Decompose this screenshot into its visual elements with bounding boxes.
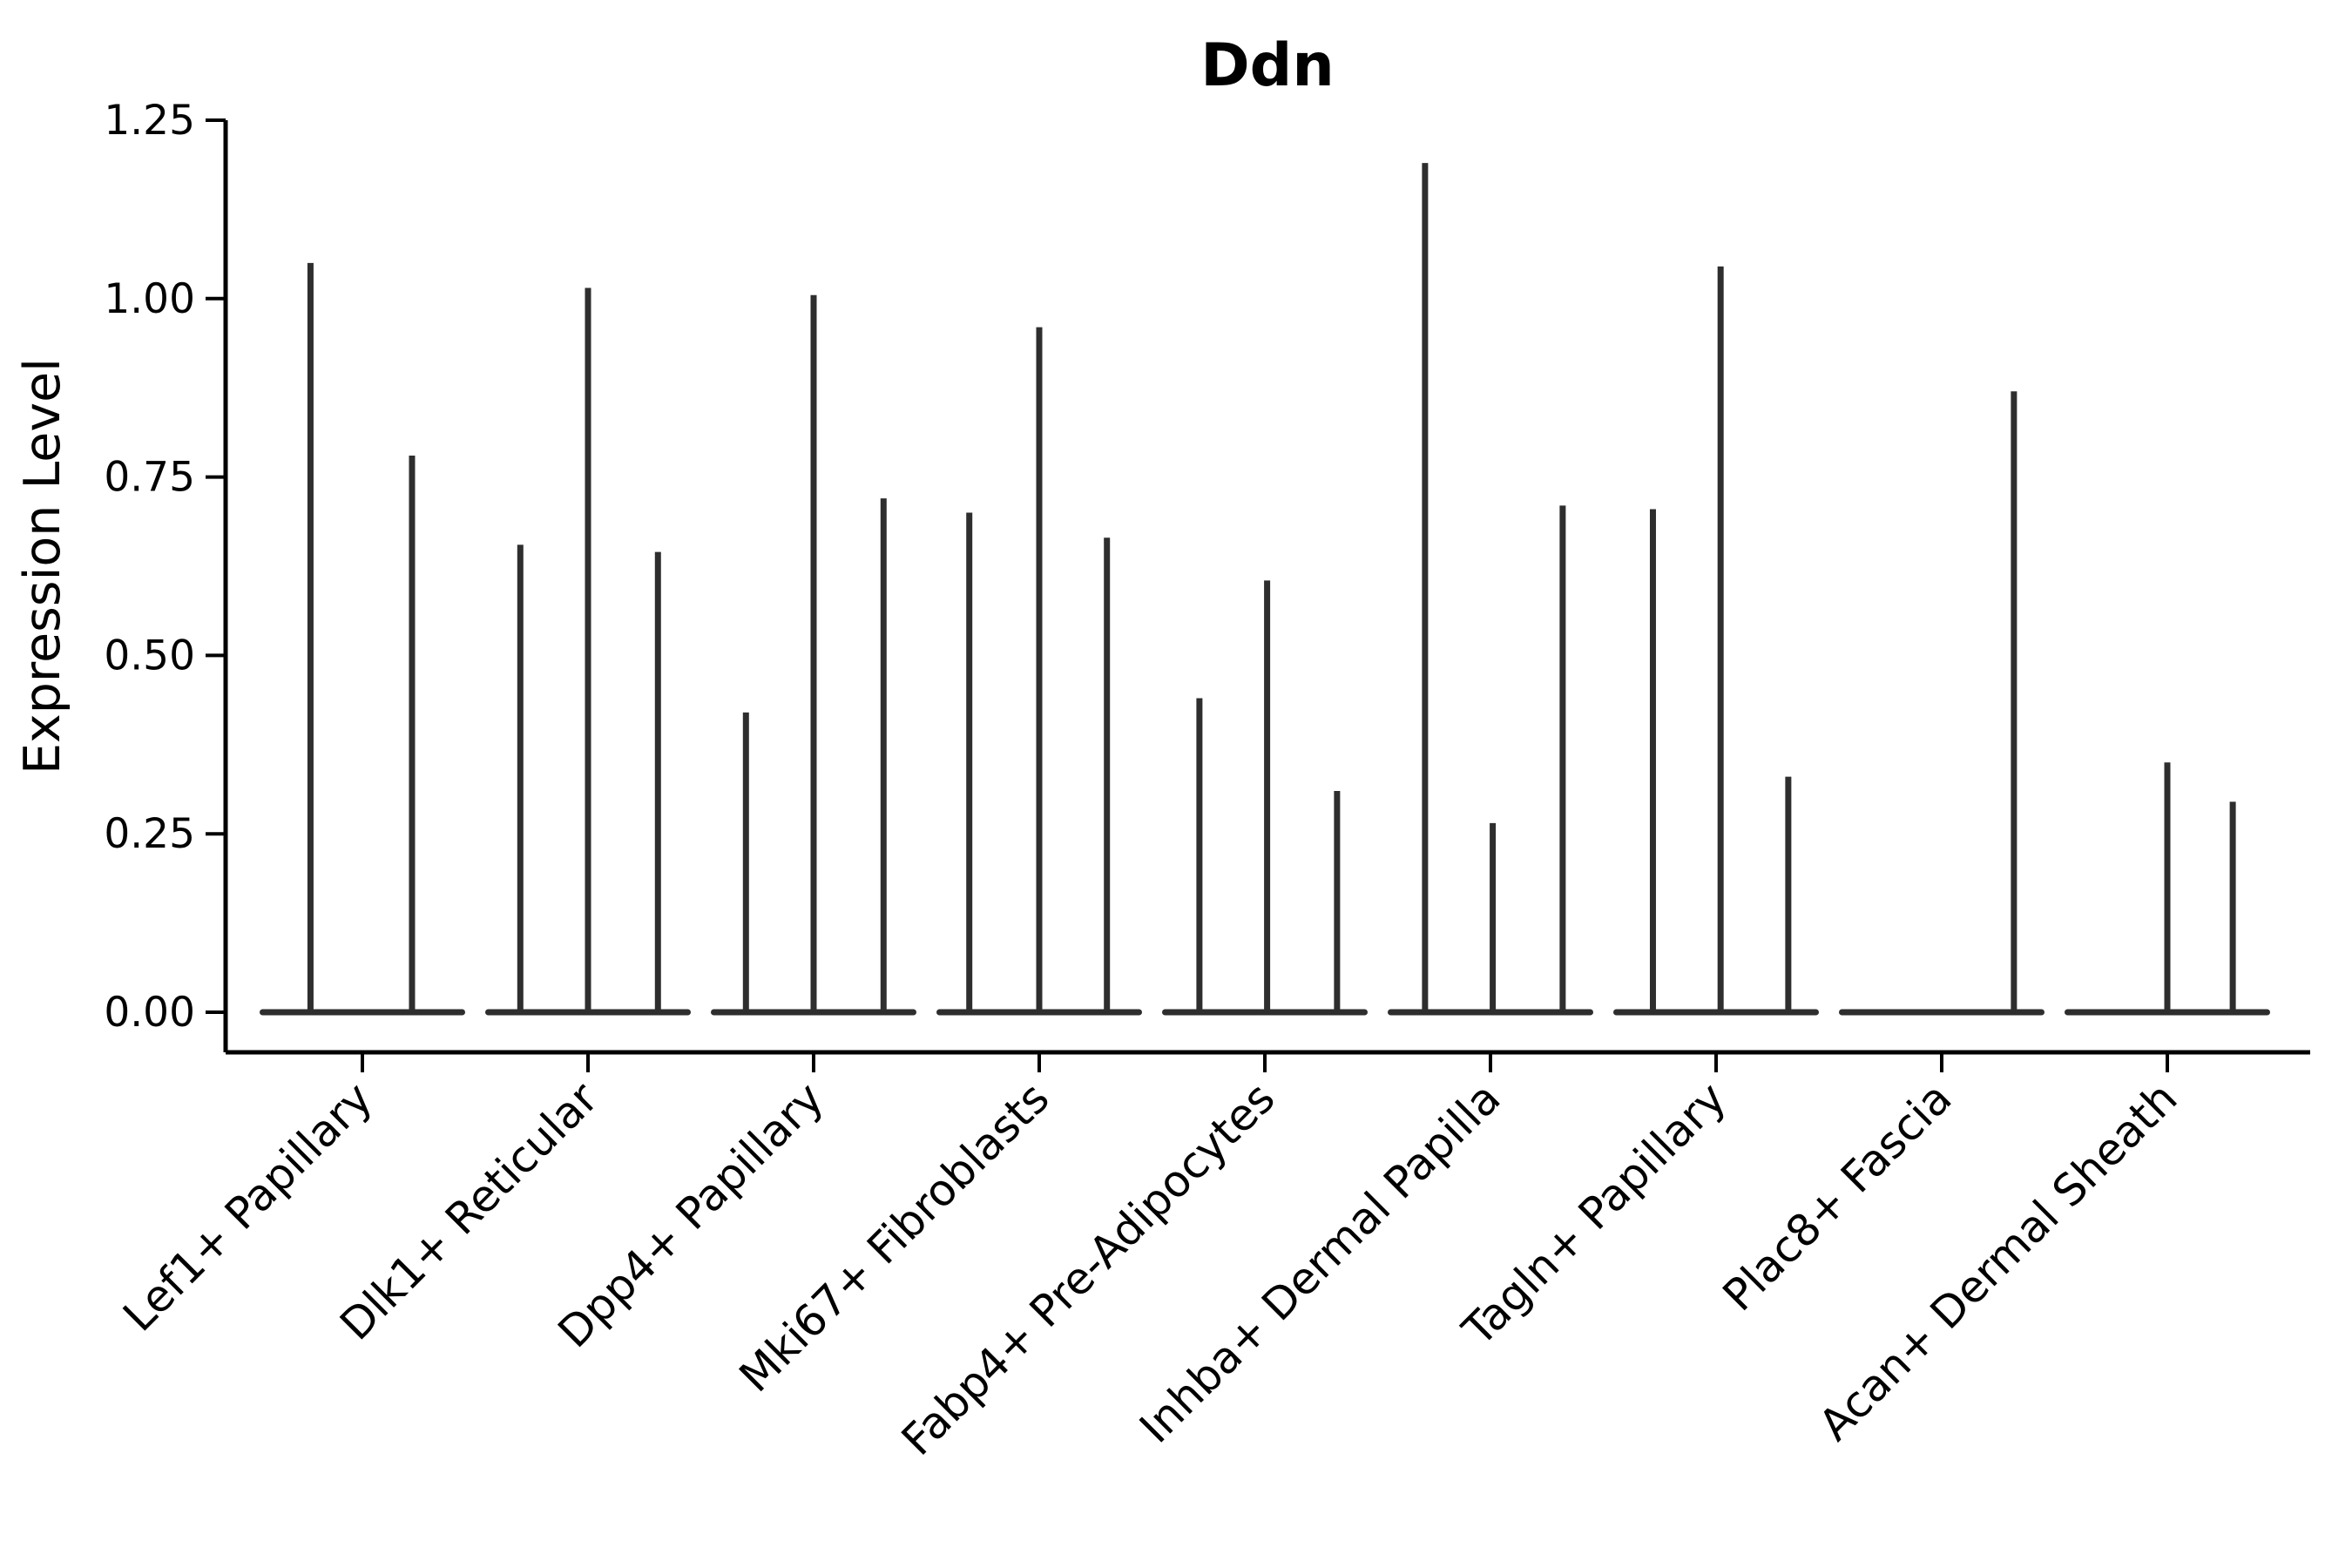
x-tick-label-plac8-fascia: Plac8+ Fascia <box>1713 1072 1962 1321</box>
violin-mki67-fibroblasts <box>936 327 1142 1016</box>
y-tick-label: 1.25 <box>104 97 195 145</box>
y-axis-label: Expression Level <box>14 358 71 774</box>
violin-base <box>260 1009 465 1016</box>
x-tick-label-inhba-dermal-papilla: Inhba+ Dermal Papilla <box>1130 1072 1510 1452</box>
violin-acan-dermal-sheath <box>2065 762 2270 1016</box>
x-tick-label-fabp4-pre-adipocytes: Fabp4+ Pre-Adipocytes <box>892 1072 1285 1465</box>
violin-tagln-papillary <box>1613 266 1819 1016</box>
violins <box>260 163 2270 1016</box>
x-tick-label-lef1-papillary: Lef1+ Papillary <box>113 1072 382 1341</box>
violin-plac8-fascia <box>1839 391 2044 1016</box>
x-tick-label-acan-dermal-sheath: Acan+ Dermal Sheath <box>1809 1072 2187 1450</box>
violin-base <box>1839 1009 2044 1016</box>
axes <box>206 118 2310 1072</box>
violin-dpp4-papillary <box>711 294 916 1016</box>
violin-fabp4-pre-adipocytes <box>1162 580 1368 1016</box>
y-tick-label: 0.75 <box>104 454 195 502</box>
chart-title: Ddn <box>1200 31 1335 100</box>
violin-base <box>1613 1009 1819 1016</box>
violin-dlk1-reticular <box>485 287 691 1016</box>
violin-inhba-dermal-papilla <box>1388 163 1593 1016</box>
y-tick-label: 0.00 <box>104 989 195 1037</box>
y-tick-label: 0.50 <box>104 632 195 679</box>
y-tick-label: 1.00 <box>104 275 195 323</box>
y-tick-labels: 0.00 0.25 0.50 0.75 1.00 1.25 <box>104 97 195 1037</box>
violin-lef1-papillary <box>260 262 465 1016</box>
y-tick-label: 0.25 <box>104 810 195 858</box>
